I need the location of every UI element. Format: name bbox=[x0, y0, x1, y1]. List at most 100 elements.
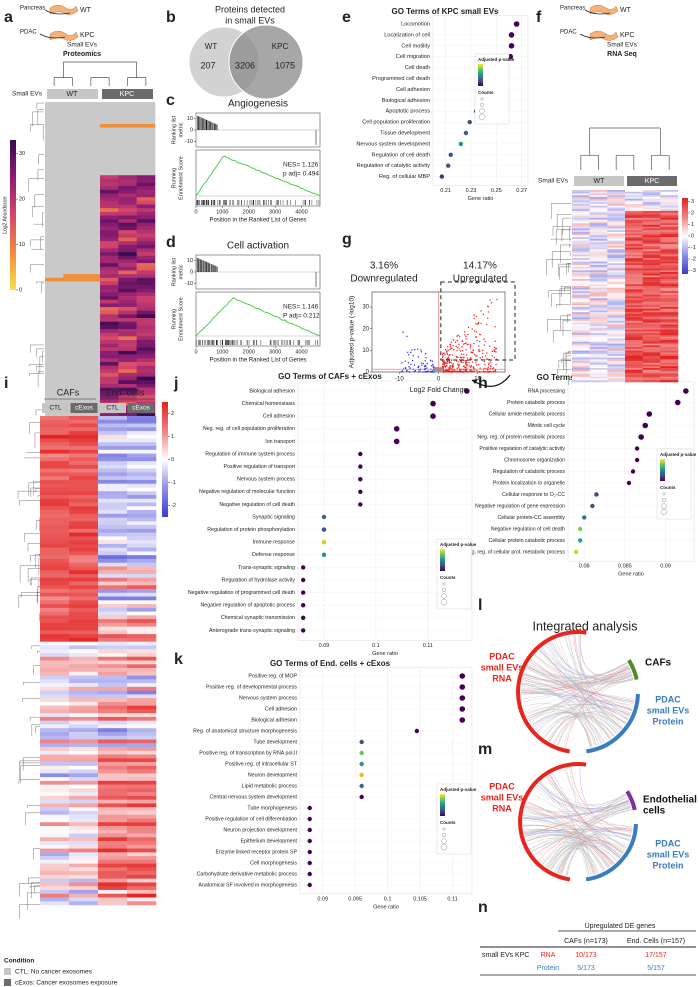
heatmap-cell bbox=[660, 227, 678, 229]
label: Adjusted p-value bbox=[440, 542, 477, 547]
heatmap-cell bbox=[572, 307, 590, 309]
heatmap-cell bbox=[118, 245, 137, 249]
heatmap-cell bbox=[127, 852, 156, 856]
heatmap-cell bbox=[40, 435, 69, 439]
label: WT bbox=[620, 7, 632, 14]
term-label: Negative regulation of apoptotic process bbox=[200, 603, 295, 609]
heatmap-cell bbox=[82, 230, 101, 234]
heatmap-cell bbox=[118, 219, 137, 223]
heatmap-cell bbox=[607, 321, 625, 323]
label: P adj= 0.212 bbox=[283, 313, 320, 320]
heatmap-cell bbox=[137, 124, 156, 128]
heatmap-cell bbox=[45, 373, 64, 377]
label: KPC bbox=[272, 42, 289, 51]
volcano-point bbox=[442, 364, 443, 365]
heatmap-cell bbox=[660, 202, 678, 204]
heatmap-cell bbox=[643, 377, 661, 379]
heatmap-cell bbox=[607, 300, 625, 302]
heatmap-cell bbox=[572, 207, 590, 209]
heatmap-cell bbox=[590, 279, 608, 281]
heatmap-cell bbox=[98, 792, 127, 796]
heatmap-cell bbox=[69, 582, 98, 586]
heatmap-cell bbox=[137, 219, 156, 223]
volcano-point bbox=[454, 371, 455, 372]
heatmap-cell bbox=[40, 446, 69, 450]
dot bbox=[301, 603, 305, 607]
volcano-point bbox=[489, 371, 490, 372]
term-label: Chromosome organization bbox=[504, 457, 565, 463]
volcano-point bbox=[465, 336, 466, 337]
volcano-point bbox=[470, 347, 471, 348]
heatmap-cell bbox=[69, 544, 98, 548]
heatmap-cell bbox=[98, 424, 127, 428]
heatmap-cell bbox=[607, 279, 625, 281]
volcano-point bbox=[488, 311, 489, 312]
label: Small EVs bbox=[67, 42, 98, 49]
heatmap-cell bbox=[40, 619, 69, 623]
heatmap-cell bbox=[590, 309, 608, 311]
heatmap-cell bbox=[660, 373, 678, 375]
term-label: Neg. reg. of cellular prot. metabolic pr… bbox=[465, 549, 565, 555]
heatmap-cell bbox=[127, 510, 156, 514]
heatmap-cell bbox=[127, 642, 156, 646]
heatmap-cell bbox=[572, 283, 590, 285]
dot bbox=[514, 21, 520, 27]
term-label: Regulation of hydrolase activity bbox=[222, 577, 296, 583]
label: Log2 Abundance bbox=[2, 196, 8, 234]
heatmap-cell bbox=[625, 211, 643, 213]
organ-icon bbox=[50, 31, 78, 41]
heatmap-cell bbox=[100, 230, 119, 234]
heatmap-cell bbox=[590, 321, 608, 323]
heatmap-cell bbox=[100, 109, 119, 113]
heatmap-cell bbox=[45, 161, 64, 165]
term-label: Negative regulation of cell death bbox=[219, 502, 295, 508]
heatmap-cell bbox=[137, 344, 156, 348]
heatmap-cell bbox=[137, 237, 156, 241]
heatmap-cell bbox=[643, 228, 661, 230]
heatmap-cell bbox=[69, 657, 98, 661]
heatmap-cell bbox=[127, 762, 156, 766]
heatmap-cell bbox=[40, 518, 69, 522]
heatmap-cell bbox=[572, 335, 590, 337]
heatmap-cell bbox=[625, 220, 643, 222]
volcano-point bbox=[448, 357, 449, 358]
heatmap-cell bbox=[660, 213, 678, 215]
heatmap-cell bbox=[98, 525, 127, 529]
heatmap-cell bbox=[98, 427, 127, 431]
heatmap-cell bbox=[118, 226, 137, 230]
label: in small EVs bbox=[225, 15, 275, 25]
heatmap-cell bbox=[63, 380, 82, 384]
heatmap-cell bbox=[82, 351, 101, 355]
panel-letter: a bbox=[4, 9, 13, 26]
volcano-point bbox=[452, 367, 453, 368]
x-tick-label: 0.23 bbox=[466, 188, 477, 194]
volcano-point bbox=[447, 346, 448, 347]
heatmap-cell bbox=[607, 246, 625, 248]
volcano-point bbox=[495, 364, 496, 365]
heatmap-cell bbox=[660, 356, 678, 358]
heatmap-cell bbox=[40, 713, 69, 717]
heatmap-cell bbox=[660, 326, 678, 328]
heatmap-cell bbox=[660, 340, 678, 342]
heatmap-cell bbox=[98, 469, 127, 473]
heatmap-cell bbox=[572, 269, 590, 271]
heatmap-cell bbox=[69, 600, 98, 604]
dot bbox=[464, 131, 468, 135]
label: PDAC bbox=[655, 694, 681, 704]
term-label: Localization of cell bbox=[384, 32, 430, 38]
heatmap-cell bbox=[69, 446, 98, 450]
heatmap-cell bbox=[98, 548, 127, 552]
term-label: Trans-synaptic signaling bbox=[238, 565, 295, 571]
heatmap-cell bbox=[137, 201, 156, 205]
heatmap-cell bbox=[63, 333, 82, 337]
heatmap-cell bbox=[40, 792, 69, 796]
heatmap-cell bbox=[607, 244, 625, 246]
heatmap-cell bbox=[660, 347, 678, 349]
heatmap-cell bbox=[590, 338, 608, 340]
heatmap-cell bbox=[45, 113, 64, 117]
heatmap-cell bbox=[137, 289, 156, 293]
heatmap-cell bbox=[98, 600, 127, 604]
heatmap-cell bbox=[572, 193, 590, 195]
heatmap-cell bbox=[45, 208, 64, 212]
heatmap-cell bbox=[625, 307, 643, 309]
